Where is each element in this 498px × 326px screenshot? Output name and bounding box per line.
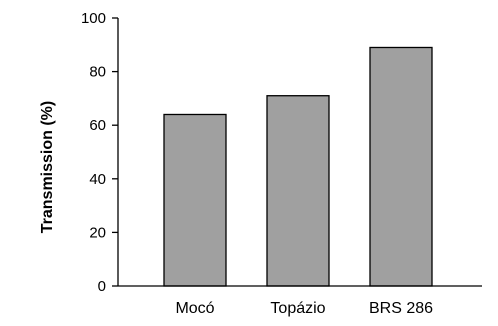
y-tick-label: 60	[89, 117, 106, 134]
y-tick-label: 80	[89, 64, 106, 81]
y-tick-label: 20	[89, 224, 106, 241]
y-axis-title: Transmission (%)	[39, 101, 56, 233]
bar-1	[163, 113, 227, 287]
x-category-label: BRS 286	[369, 300, 433, 317]
bar-3	[369, 46, 433, 287]
x-category-label: Topázio	[270, 300, 325, 317]
y-tick-label: 100	[81, 10, 106, 27]
y-ticks-group: 0 20 40 60 80 100	[81, 10, 118, 295]
bars-group	[163, 46, 433, 287]
x-category-label: Mocó	[175, 300, 214, 317]
y-tick-label: 0	[98, 278, 106, 295]
bar-2	[266, 95, 330, 287]
x-labels-group: Mocó Topázio BRS 286	[175, 300, 433, 317]
y-tick-label: 40	[89, 171, 106, 188]
axes-group	[117, 18, 482, 287]
